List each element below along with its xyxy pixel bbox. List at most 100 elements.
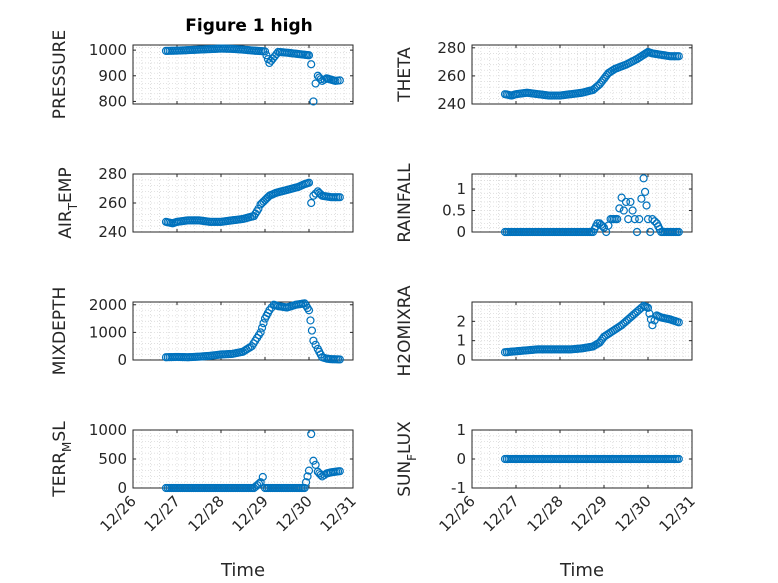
y-tick-label: 0.5: [442, 202, 466, 220]
data-point-interp: [642, 48, 651, 58]
data-point-interp: [615, 204, 624, 213]
data-point-interp: [259, 319, 268, 328]
data-point: [258, 472, 267, 482]
y-tick-label: 800: [98, 92, 127, 110]
grid: [471, 45, 693, 105]
data-point: [648, 215, 657, 224]
data-point: [256, 328, 265, 337]
data-point: [254, 204, 263, 213]
grid: [471, 429, 693, 489]
data-point: [632, 227, 642, 237]
data-point-interp: [303, 472, 312, 481]
y-tick-label: 1000: [89, 323, 127, 341]
data-point: [335, 355, 344, 364]
series-markers: [161, 299, 344, 364]
data-point: [626, 197, 635, 207]
data-point: [617, 193, 626, 202]
data-point: [300, 483, 309, 493]
data-point-interp: [640, 187, 650, 197]
data-point: [335, 467, 344, 476]
y-axis-label: TERRMSL: [50, 421, 74, 498]
data-point: [309, 336, 318, 345]
data-point-interp: [303, 303, 312, 313]
y-axis-label: THETA: [395, 47, 415, 103]
data-point: [309, 456, 318, 465]
data-point-interp: [637, 194, 646, 203]
data-point: [307, 429, 316, 439]
series-markers: [500, 47, 683, 100]
y-tick-label: 260: [437, 67, 466, 85]
y-tick-label: 240: [437, 95, 466, 113]
axes-frame: [132, 44, 354, 105]
chart-title: Figure 1 high: [185, 16, 313, 36]
y-tick-label: 0: [117, 351, 127, 369]
data-point: [256, 478, 265, 487]
subplot-mixdepth: 0 1000 2000 MIXDEPTH: [50, 287, 354, 375]
y-tick-label: 1000: [89, 41, 127, 59]
data-point-interp: [307, 326, 317, 335]
data-point-interp: [254, 479, 264, 488]
y-tick-label: 0: [456, 223, 466, 241]
data-point: [335, 193, 344, 202]
data-point: [260, 47, 270, 56]
data-point-interp: [301, 478, 311, 487]
data-point-interp: [311, 340, 320, 349]
data-point: [674, 318, 683, 327]
data-point: [674, 52, 683, 61]
data-point-interp: [628, 206, 637, 215]
data-point: [639, 174, 648, 183]
data-point: [307, 60, 316, 69]
y-axis-label: H2OMIXRA: [395, 285, 415, 376]
subplot-air-temp: 240 260 280 AIRTEMP: [56, 165, 354, 241]
series-markers: [500, 454, 683, 464]
x-axis-label: Time: [559, 560, 604, 581]
y-tick-label: 2000: [89, 296, 127, 314]
data-point: [309, 97, 318, 106]
y-tick-label: 0: [456, 351, 466, 369]
data-point: [619, 206, 628, 215]
data-point: [307, 198, 316, 208]
data-point: [311, 460, 320, 469]
subplot-rainfall: 0 0.5 1 RAINFALL: [395, 163, 693, 243]
data-point: [304, 51, 314, 60]
series-markers: [161, 429, 344, 493]
data-point: [635, 215, 644, 224]
y-tick-label: 0: [456, 450, 466, 468]
series-markers: [500, 301, 683, 357]
data-point: [674, 454, 683, 464]
data-point: [646, 227, 655, 237]
y-tick-label: 500: [98, 450, 127, 468]
data-point: [613, 215, 622, 224]
y-axis-label: AIRTEMP: [56, 167, 80, 238]
data-point-interp: [642, 201, 651, 210]
axes-background: [472, 174, 692, 232]
y-tick-label: 1: [456, 180, 466, 198]
y-axis-label: SUNFLUX: [395, 421, 419, 497]
data-point: [621, 197, 631, 207]
data-point: [648, 321, 657, 330]
data-point: [304, 178, 314, 187]
y-tick-label: 0: [117, 479, 127, 497]
y-tick-label: 1: [456, 421, 466, 439]
data-point: [304, 466, 314, 475]
data-point-interp: [316, 470, 325, 479]
data-point-interp: [257, 323, 267, 332]
y-tick-label: 260: [98, 194, 127, 212]
y-tick-label: 280: [437, 39, 466, 57]
data-point-interp: [646, 315, 656, 324]
axes-frame: [132, 301, 354, 361]
y-tick-label: 1: [456, 332, 466, 350]
subplot-h2omixra: 01 2 H2OMIXRA: [395, 285, 693, 377]
y-tick-label: -1: [451, 479, 466, 497]
y-tick-label: 900: [98, 67, 127, 85]
subplot-theta: 240 260 280 THETA: [395, 39, 693, 113]
data-point-interp: [645, 309, 654, 318]
y-axis-label: PRESSURE: [50, 30, 70, 119]
y-tick-label: 2: [456, 312, 466, 330]
axes-frame: [471, 301, 693, 361]
series-markers: [500, 174, 683, 237]
subplot-pressure: 800 900 1000 PRESSURE Figure 1 high: [50, 16, 354, 119]
y-tick-label: 1000: [89, 421, 127, 439]
